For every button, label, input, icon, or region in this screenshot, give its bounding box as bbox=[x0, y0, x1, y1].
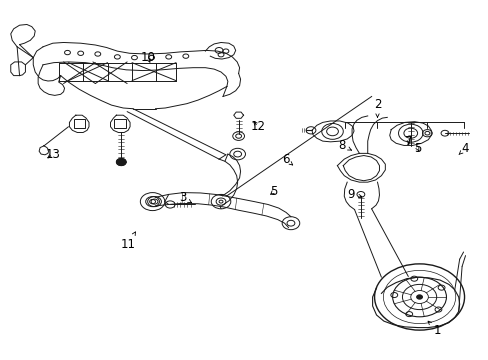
Text: 7: 7 bbox=[404, 135, 412, 148]
Text: 8: 8 bbox=[338, 139, 351, 152]
Text: 13: 13 bbox=[45, 148, 60, 161]
Text: 3: 3 bbox=[178, 191, 191, 204]
Text: 1: 1 bbox=[427, 321, 441, 337]
Text: 5: 5 bbox=[413, 142, 421, 155]
Circle shape bbox=[116, 158, 126, 166]
Text: 6: 6 bbox=[281, 153, 292, 166]
Text: 10: 10 bbox=[140, 51, 155, 64]
Text: 4: 4 bbox=[458, 142, 468, 155]
Text: 11: 11 bbox=[121, 232, 135, 251]
Text: 5: 5 bbox=[269, 185, 277, 198]
Text: 9: 9 bbox=[346, 188, 361, 201]
Text: 2: 2 bbox=[373, 98, 381, 117]
Text: 12: 12 bbox=[250, 120, 265, 133]
Circle shape bbox=[416, 295, 422, 299]
